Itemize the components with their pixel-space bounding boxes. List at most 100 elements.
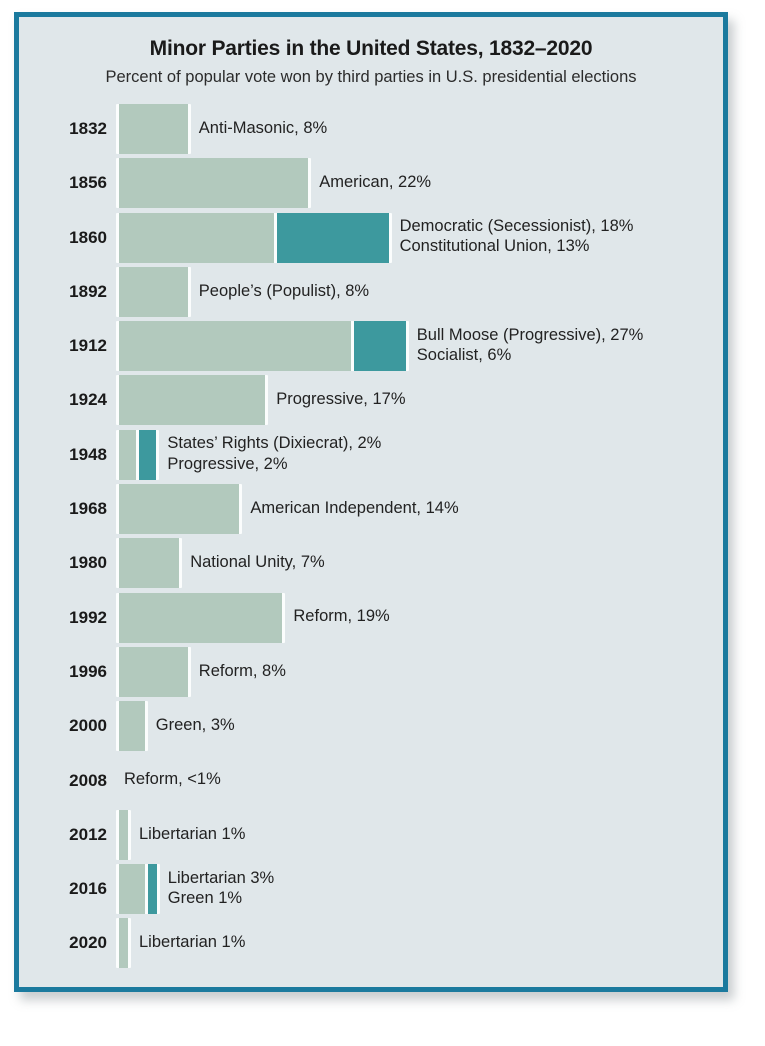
chart-row: 1996 Reform, 8% [19,646,723,702]
bar-chart-plot-area: 1832 Anti-Masonic, 8% 1856 American, 22% 186… [19,103,723,984]
party-label: Anti-Masonic, 8% [198,118,328,137]
bar-wrapper [116,212,392,263]
bar-wrapper [116,538,183,589]
bar-wrapper [116,158,312,209]
party-label: National Unity, 7% [190,553,325,572]
row-bar-group [116,266,191,322]
row-bar-group [116,864,160,919]
row-party-labels: American Independent, 14% [250,498,458,518]
bar-segment [119,484,240,535]
row-party-labels: Libertarian 1% [139,824,245,844]
row-year-label: 1996 [69,661,107,681]
row-bar-group [116,701,148,756]
row-party-labels: Democratic (Secessionist), 18% Constituti… [400,216,634,257]
party-label: Constitutional Union, 13% [399,237,590,256]
chart-row: 1892 People’s (Populist), 8% [19,266,723,322]
row-bar-group [116,212,392,268]
chart-row: 1924 Progressive, 17% [19,375,723,429]
bar-segment [119,212,274,263]
bar-wrapper [116,701,148,752]
row-year-label: 1856 [69,173,107,193]
row-year-label: 1968 [69,499,107,519]
row-year-label: 2000 [69,716,107,736]
row-bar-group [116,429,160,485]
party-label: Democratic (Secessionist), 18% [399,217,634,236]
party-label: Reform, 8% [198,661,286,680]
row-bar-group [116,375,269,430]
bar-segment [119,809,128,860]
row-party-labels: Green, 3% [156,715,235,735]
chart-row: 1980 National Unity, 7% [19,538,723,592]
row-bar-group [116,592,286,648]
party-label: Green 1% [167,889,243,908]
party-label: Progressive, 2% [167,454,288,473]
row-year-label: 1992 [69,607,107,627]
chart-figure: Minor Parties in the United States, 1832… [14,12,728,992]
bar-wrapper [116,321,409,372]
bar-segment [354,321,406,372]
row-bar-group [116,484,243,539]
bar-wrapper [116,864,160,915]
row-party-labels: Anti-Masonic, 8% [199,118,327,138]
row-party-labels: Reform, <1% [124,769,221,789]
party-label: Progressive, 17% [276,390,406,409]
bar-segment [119,864,145,915]
chart-row: 2008 Reform, <1% [19,756,723,810]
bar-wrapper [116,375,269,426]
chart-row: 2012 Libertarian 1% [19,809,723,865]
bar-wrapper [116,266,191,317]
row-year-label: 2020 [69,933,107,953]
party-label: People’s (Populist), 8% [198,281,370,300]
row-year-label: 1860 [69,227,107,247]
bar-segment [119,375,266,426]
bar-segment [119,918,128,969]
chart-row: 2020 Libertarian 1% [19,918,723,972]
row-party-labels: American, 22% [319,172,431,192]
bar-segment [147,864,157,915]
chart-row: 1832 Anti-Masonic, 8% [19,103,723,159]
row-bar-group [116,809,131,865]
party-label: States’ Rights (Dixiecrat), 2% [167,434,382,453]
bar-segment [119,321,352,372]
row-year-label: 1980 [69,553,107,573]
bar-segment [119,592,283,643]
party-label: Libertarian 3% [167,868,275,887]
row-party-labels: Reform, 19% [293,606,389,626]
row-year-label: 2008 [69,770,107,790]
party-label: American, 22% [319,172,432,191]
row-year-label: 2016 [69,879,107,899]
chart-row: 1968 American Independent, 14% [19,484,723,538]
row-year-label: 1912 [69,336,107,356]
chart-row: 1992 Reform, 19% [19,592,723,648]
bar-segment [119,158,309,209]
party-label: Socialist, 6% [416,346,512,365]
row-party-labels: Progressive, 17% [276,389,405,409]
row-party-labels: Bull Moose (Progressive), 27% Socialist, … [417,325,644,366]
bar-wrapper [116,592,286,643]
chart-header: Minor Parties in the United States, 1832… [19,17,723,88]
bar-wrapper [116,484,243,535]
party-label: Libertarian 1% [139,824,246,843]
row-year-label: 2012 [69,824,107,844]
party-label: Reform, 19% [293,607,390,626]
bar-segment [119,429,137,480]
row-party-labels: Reform, 8% [199,661,286,681]
chart-subtitle: Percent of popular vote won by third par… [105,68,637,87]
row-bar-group [116,158,312,213]
party-label: American Independent, 14% [250,498,459,517]
row-party-labels: People’s (Populist), 8% [199,281,369,301]
row-bar-group [116,321,409,376]
row-bar-group [116,103,191,159]
row-bar-group [116,646,191,702]
bar-wrapper [116,103,191,154]
bar-segment [119,266,188,317]
bar-segment [119,103,188,154]
row-year-label: 1924 [69,390,107,410]
party-label: Green, 3% [155,715,235,734]
bar-segment [119,701,145,752]
chart-row: 2016 Libertarian 3% Green 1% [19,864,723,918]
bar-segment [119,646,188,697]
row-party-labels: Libertarian 1% [139,932,245,952]
row-party-labels: States’ Rights (Dixiecrat), 2% Progressiv… [167,433,381,474]
chart-row: 1948 States’ Rights (Dixiecrat), 2% Progre… [19,429,723,485]
